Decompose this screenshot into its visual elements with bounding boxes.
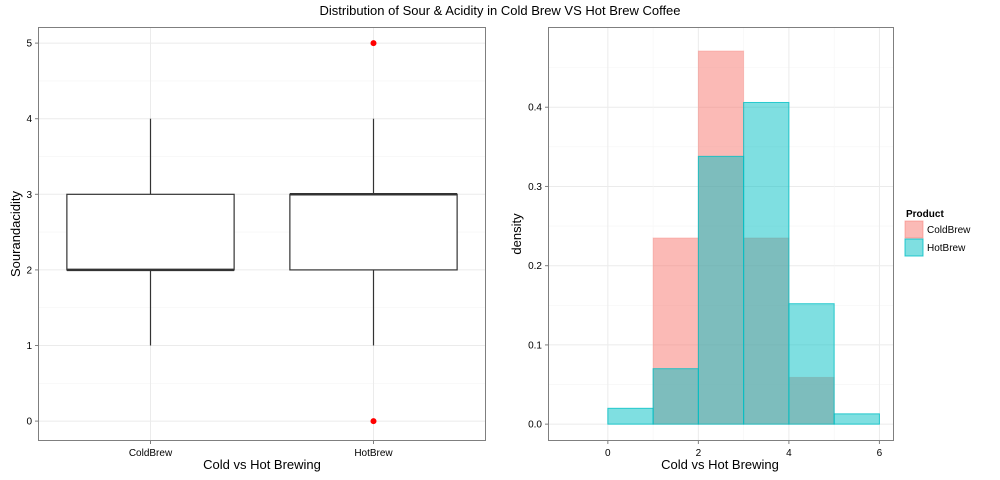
histogram-panel-border xyxy=(548,27,894,441)
legend-label-coldbrew: ColdBrew xyxy=(927,225,971,236)
boxplot-y-ticks: 0 1 2 3 4 5 xyxy=(26,39,39,428)
histogram-x-tick-label: 0 xyxy=(605,448,611,459)
boxplot-y-tick-label: 5 xyxy=(26,39,32,50)
histogram-y-tick-label: 0.3 xyxy=(528,182,542,193)
boxplot-panel-border xyxy=(38,27,486,441)
histogram-y-tick-label: 0.2 xyxy=(528,261,542,272)
histogram-y-ticks: 0.0 0.1 0.2 0.3 0.4 xyxy=(528,103,549,431)
histogram-y-axis-title: density xyxy=(509,213,524,255)
histogram-bar-hotbrew xyxy=(788,303,835,425)
boxplot-y-tick-label: 4 xyxy=(26,114,32,125)
boxplot-y-tick-label: 1 xyxy=(26,341,32,352)
boxplot-x-axis-title: Cold vs Hot Brewing xyxy=(203,457,321,472)
histogram-x-tick-label: 6 xyxy=(877,448,883,459)
boxplot-panel: 0 1 2 3 4 5 ColdBrew HotBrew Cold vs Hot Brewi… xyxy=(8,27,486,472)
histogram-x-tick-label: 2 xyxy=(696,448,702,459)
histogram-panel: 0.0 0.1 0.2 0.3 0.4 0 2 4 6 Cold vs Hot Brewing… xyxy=(509,27,894,472)
legend-label-hotbrew: HotBrew xyxy=(927,243,966,254)
histogram-x-tick-label: 4 xyxy=(786,448,792,459)
boxplot-y-axis-title: Sourandacidity xyxy=(8,191,23,277)
histogram-y-tick-label: 0.1 xyxy=(528,340,542,351)
histogram-x-axis-title: Cold vs Hot Brewing xyxy=(661,457,779,472)
boxplot-boxes xyxy=(66,40,458,425)
boxplot-x-tick-label: ColdBrew xyxy=(129,448,173,459)
figure-title: Distribution of Sour & Acidity in Cold B… xyxy=(319,3,680,18)
box-outlier-point-hotbrew xyxy=(370,40,377,47)
histogram-bar-hotbrew xyxy=(743,101,790,425)
boxplot-y-tick-label: 2 xyxy=(26,265,32,276)
legend-key-coldbrew xyxy=(904,220,924,239)
histogram-bar-hotbrew xyxy=(833,413,880,425)
histogram-bars xyxy=(607,50,880,425)
histogram-y-tick-label: 0.0 xyxy=(528,420,542,431)
legend-title: Product xyxy=(906,209,944,220)
box-outlier-point-hotbrew xyxy=(370,418,377,425)
box-hotbrew xyxy=(289,193,458,271)
histogram-bar-hotbrew xyxy=(697,155,745,425)
boxplot-x-ticks: ColdBrew HotBrew xyxy=(129,440,393,459)
boxplot-x-tick-label: HotBrew xyxy=(354,448,393,459)
boxplot-y-tick-label: 0 xyxy=(26,417,32,428)
box-coldbrew xyxy=(66,193,235,271)
legend: Product ColdBrew HotBrew xyxy=(904,209,971,257)
legend-key-hotbrew xyxy=(904,238,924,257)
histogram-y-tick-label: 0.4 xyxy=(528,103,542,114)
histogram-bar-hotbrew xyxy=(652,368,699,425)
histogram-x-ticks: 0 2 4 6 xyxy=(605,440,883,459)
histogram-bar-hotbrew xyxy=(607,407,654,425)
boxplot-y-tick-label: 3 xyxy=(26,190,32,201)
